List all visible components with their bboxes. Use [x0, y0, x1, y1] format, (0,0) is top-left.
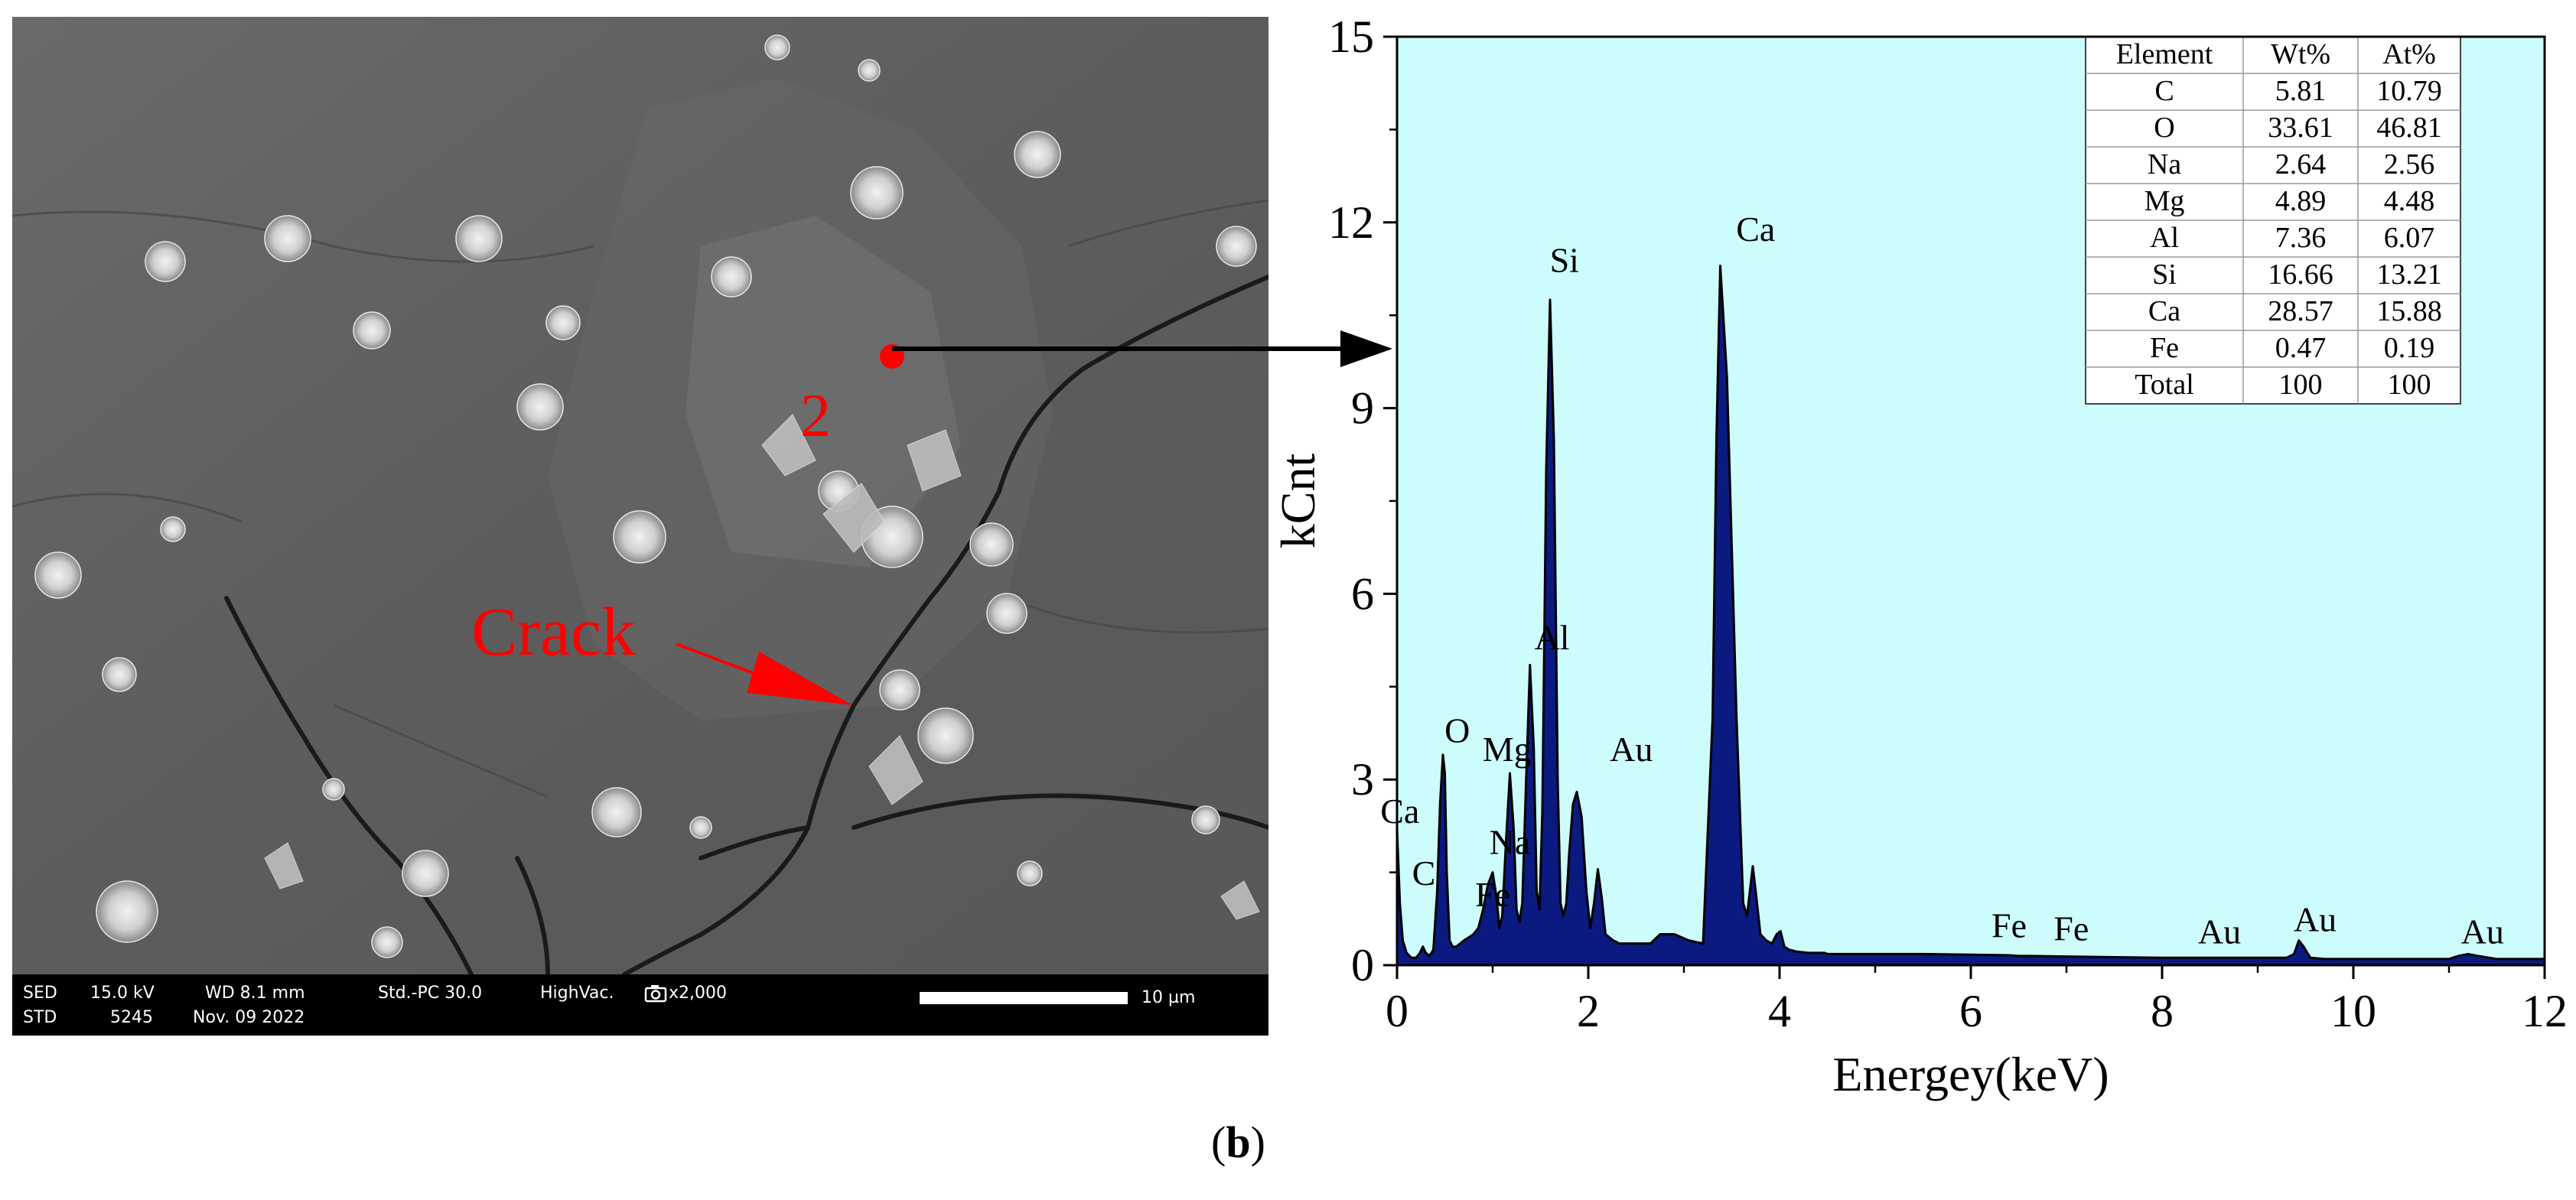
- y-tick-label: 9: [1351, 383, 1374, 434]
- table-cell: C: [2154, 75, 2174, 107]
- peak-label: Fe: [1475, 875, 1510, 914]
- table-header-cell: Element: [2116, 38, 2213, 70]
- table-cell: Fe: [2150, 332, 2179, 364]
- peak-label: Au: [2294, 899, 2337, 938]
- y-tick-label: 3: [1351, 754, 1374, 805]
- table-cell: Si: [2152, 259, 2177, 291]
- peak-label: Fe: [1991, 906, 2027, 945]
- point-to-spectrum-arrow: [892, 330, 1392, 367]
- info-vacuum: HighVac.: [540, 984, 614, 1003]
- scale-bar: [920, 992, 1128, 1004]
- peak-label: C: [1412, 854, 1436, 893]
- info-type: STD: [23, 1008, 57, 1027]
- peak-label: Si: [1550, 241, 1579, 280]
- peak-label: Au: [2461, 912, 2504, 951]
- analysis-point-label: 2: [800, 382, 831, 450]
- sem-crystals: [34, 34, 1257, 958]
- scale-bar-label: 10 µm: [1141, 988, 1196, 1007]
- table-cell: Na: [2148, 148, 2181, 180]
- table-cell: 46.81: [2376, 112, 2442, 144]
- table-cell: 5.81: [2275, 75, 2327, 107]
- peak-label: Ca: [1736, 210, 1775, 249]
- x-tick-label: 6: [1959, 986, 1982, 1036]
- table-header-cell: At%: [2382, 38, 2436, 70]
- x-tick-label: 10: [2330, 986, 2376, 1036]
- x-tick-label: 0: [1386, 986, 1408, 1036]
- y-tick-label: 15: [1328, 11, 1374, 62]
- peak-label: O: [1444, 711, 1470, 750]
- sem-info-bar: SED 15.0 kV WD 8.1 mm Std.-PC 30.0 HighV…: [12, 974, 1268, 1036]
- table-cell: 100: [2279, 369, 2323, 401]
- caption-close: ): [1250, 1117, 1265, 1167]
- table-cell: Ca: [2148, 295, 2180, 327]
- camera-icon: [644, 984, 667, 1003]
- table-cell: 4.89: [2275, 185, 2327, 217]
- table-cell: 15.88: [2376, 295, 2442, 327]
- table-cell: 0.19: [2384, 332, 2435, 364]
- table-header-cell: Wt%: [2271, 38, 2330, 70]
- table-cell: 4.48: [2384, 185, 2435, 217]
- info-magnification: x2,000: [669, 984, 728, 1003]
- x-tick-label: 8: [2151, 986, 2174, 1036]
- y-axis-title: kCnt: [1271, 454, 1325, 549]
- table-cell: 16.66: [2268, 259, 2333, 291]
- peak-label: Al: [1535, 618, 1570, 657]
- table-cell: Al: [2150, 222, 2179, 254]
- table-cell: 2.56: [2384, 148, 2435, 180]
- sem-plate-edges: [12, 199, 1268, 798]
- table-cell: Total: [2135, 369, 2194, 401]
- crack-label: Crack: [471, 594, 636, 670]
- sem-panel: 2 Crack SED 15.0 kV WD 8.1 mm Std.-PC 30…: [12, 17, 1268, 1036]
- y-tick-label: 12: [1328, 197, 1374, 248]
- sem-cracks: [224, 275, 1268, 974]
- sem-textured-region: [686, 216, 961, 567]
- crack-arrow-head: [747, 652, 852, 705]
- peak-label: Ca: [1380, 792, 1419, 831]
- table-cell: 7.36: [2275, 222, 2327, 254]
- peak-label: Na: [1490, 822, 1531, 861]
- table-cell: Mg: [2144, 185, 2185, 217]
- info-working-distance: WD 8.1 mm: [205, 984, 305, 1003]
- table-cell: 13.21: [2376, 259, 2442, 291]
- info-number: 5245: [110, 1008, 153, 1027]
- peak-label: Au: [1610, 730, 1653, 769]
- x-tick-label: 2: [1577, 986, 1600, 1036]
- peak-label: Fe: [2053, 909, 2089, 948]
- table-cell: 10.79: [2376, 75, 2442, 107]
- x-axis-title: Energey(keV): [1832, 1047, 2109, 1101]
- caption-letter: b: [1226, 1117, 1251, 1167]
- table-cell: 0.47: [2275, 332, 2327, 364]
- info-detector: SED: [23, 984, 57, 1003]
- table-cell: 28.57: [2268, 295, 2333, 327]
- y-tick-label: 0: [1351, 940, 1374, 990]
- y-tick-label: 6: [1351, 568, 1374, 619]
- x-tick-label: 12: [2522, 986, 2568, 1036]
- spectrum-series: [1395, 264, 2546, 967]
- info-voltage: 15.0 kV: [90, 984, 155, 1003]
- table-cell: O: [2154, 112, 2174, 144]
- table-cell: 6.07: [2384, 222, 2435, 254]
- info-date: Nov. 09 2022: [193, 1008, 305, 1027]
- x-tick-label: 4: [1768, 986, 1791, 1036]
- peak-label: Mg: [1483, 730, 1532, 769]
- peak-label: Au: [2198, 912, 2241, 951]
- table-cell: 2.64: [2275, 148, 2327, 180]
- table-cell: 100: [2388, 369, 2431, 401]
- caption-open: (: [1211, 1117, 1226, 1167]
- table-cell: 33.61: [2268, 112, 2333, 144]
- sem-crystal-flakes: [264, 414, 1260, 920]
- sem-micrograph: 2 Crack: [12, 17, 1268, 974]
- figure-caption: (b): [1211, 1117, 1265, 1168]
- info-mode: Std.-PC 30.0: [378, 984, 483, 1003]
